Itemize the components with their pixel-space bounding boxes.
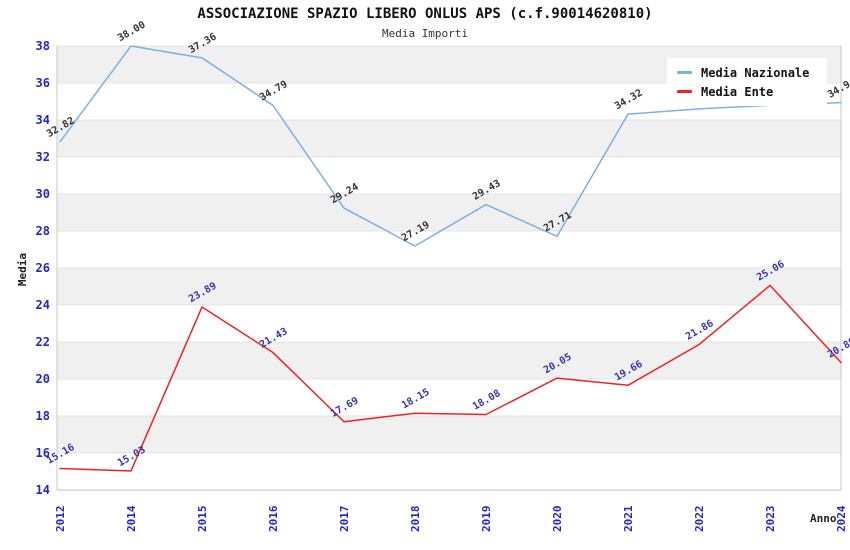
svg-text:20: 20 bbox=[36, 372, 50, 386]
legend: Media Nazionale Media Ente bbox=[667, 58, 827, 106]
legend-label: Media Ente bbox=[701, 84, 774, 99]
legend-item-media-ente: Media Ente bbox=[673, 82, 821, 101]
svg-text:30: 30 bbox=[36, 187, 50, 201]
chart-subtitle: Media Importi bbox=[381, 27, 469, 40]
svg-text:2017: 2017 bbox=[338, 506, 351, 533]
media-nazionale-line-swatch bbox=[677, 71, 692, 74]
svg-text:2021: 2021 bbox=[622, 505, 635, 532]
y-axis-title: Media bbox=[16, 252, 30, 287]
svg-text:2014: 2014 bbox=[125, 505, 138, 532]
svg-text:2023: 2023 bbox=[764, 506, 777, 533]
svg-text:34.32: 34.32 bbox=[613, 88, 645, 113]
svg-text:2016: 2016 bbox=[267, 505, 280, 532]
legend-item-media-nazionale: Media Nazionale bbox=[673, 63, 821, 82]
chart-title: ASSOCIAZIONE SPAZIO LIBERO ONLUS APS (c.… bbox=[197, 6, 653, 22]
svg-text:22: 22 bbox=[36, 335, 50, 349]
svg-text:2012: 2012 bbox=[54, 506, 67, 533]
svg-text:2020: 2020 bbox=[551, 506, 564, 533]
x-axis-title: Anno bbox=[810, 512, 837, 525]
svg-text:2024: 2024 bbox=[835, 505, 848, 532]
svg-text:2022: 2022 bbox=[693, 506, 706, 533]
svg-text:32: 32 bbox=[36, 150, 50, 164]
svg-text:28: 28 bbox=[36, 224, 50, 238]
svg-text:14: 14 bbox=[36, 483, 50, 497]
media-ente-line-swatch bbox=[677, 90, 692, 93]
svg-text:34: 34 bbox=[36, 113, 50, 127]
svg-text:16: 16 bbox=[36, 446, 50, 460]
svg-text:26: 26 bbox=[36, 261, 50, 275]
svg-text:18.15: 18.15 bbox=[400, 387, 432, 412]
svg-text:38.00: 38.00 bbox=[116, 20, 148, 45]
svg-text:2019: 2019 bbox=[480, 506, 493, 533]
svg-text:38: 38 bbox=[36, 39, 50, 53]
svg-text:2018: 2018 bbox=[409, 506, 422, 533]
svg-text:2015: 2015 bbox=[196, 506, 209, 533]
legend-label: Media Nazionale bbox=[701, 65, 810, 80]
svg-text:21.86: 21.86 bbox=[684, 318, 716, 343]
svg-text:36: 36 bbox=[36, 76, 50, 90]
svg-text:24: 24 bbox=[36, 298, 50, 312]
svg-text:18: 18 bbox=[36, 409, 50, 423]
